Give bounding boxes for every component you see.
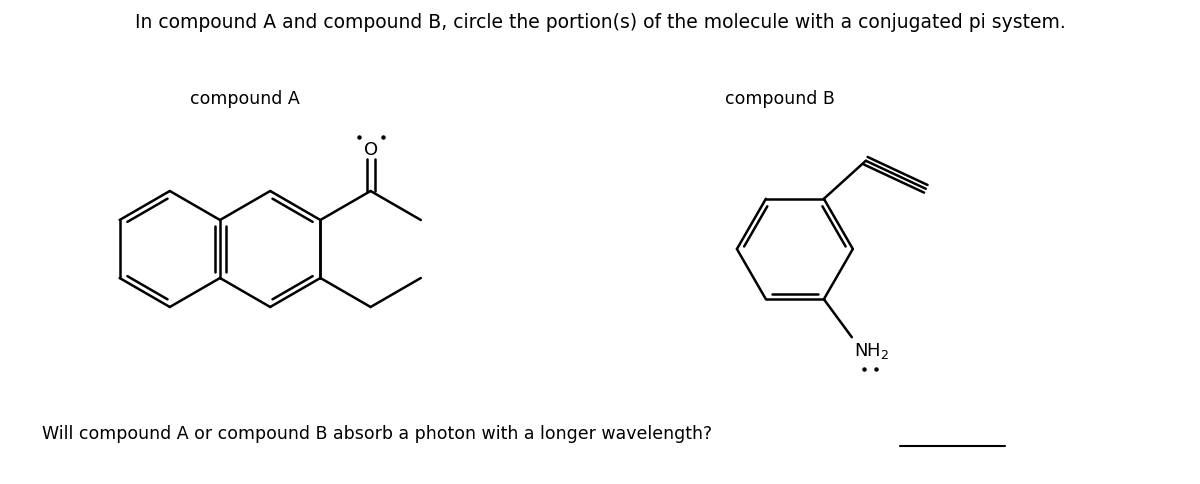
Text: In compound A and compound B, circle the portion(s) of the molecule with a conju: In compound A and compound B, circle the…: [134, 13, 1066, 32]
Text: O: O: [364, 141, 378, 159]
Text: NH$_2$: NH$_2$: [854, 341, 889, 361]
Text: compound A: compound A: [191, 90, 300, 108]
Text: Will compound A or compound B absorb a photon with a longer wavelength?: Will compound A or compound B absorb a p…: [42, 424, 713, 442]
Text: compound B: compound B: [725, 90, 835, 108]
